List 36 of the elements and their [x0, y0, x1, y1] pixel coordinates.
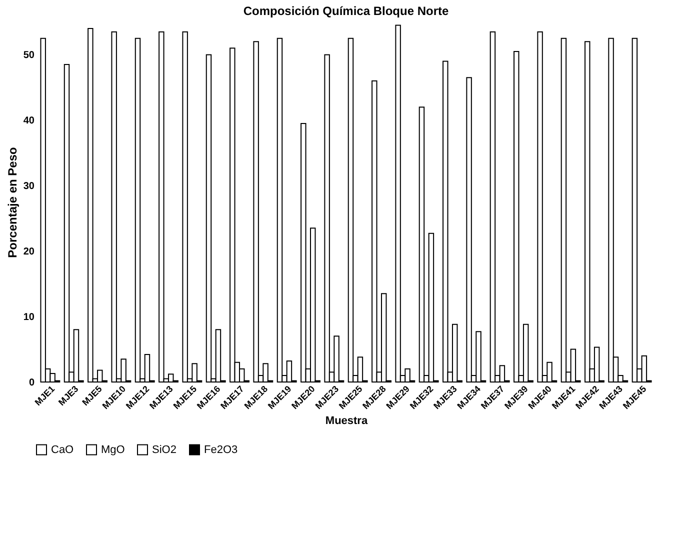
bar	[134, 38, 141, 382]
y-tick-label: 0	[28, 378, 35, 388]
bar	[466, 77, 472, 382]
bar	[418, 106, 425, 382]
legend-label: SiO2	[152, 444, 176, 456]
legend-label: CaO	[51, 444, 74, 456]
bar	[182, 31, 188, 382]
bar	[253, 41, 259, 382]
bar	[158, 31, 164, 382]
y-tick-label: 50	[23, 50, 35, 62]
bar	[632, 38, 638, 382]
y-tick-label: 20	[23, 246, 35, 258]
legend-label: MgO	[101, 444, 126, 456]
bar	[206, 54, 212, 382]
bar	[324, 54, 330, 382]
x-axis-title: Muestra	[325, 415, 368, 428]
bar	[442, 60, 448, 382]
legend-label: Fe2O3	[204, 444, 238, 456]
y-tick-label: 30	[23, 181, 35, 192]
bar	[276, 38, 283, 382]
bar	[395, 24, 401, 382]
bar	[88, 28, 94, 382]
bar	[537, 31, 543, 382]
chart-title: Composición Química Bloque Norte	[243, 4, 449, 18]
bar	[514, 50, 520, 382]
bar	[348, 38, 354, 382]
y-axis-title: Porcentaje en Peso	[5, 147, 20, 258]
bar	[490, 31, 496, 382]
bar	[111, 31, 117, 382]
bar	[372, 80, 378, 382]
bar	[584, 41, 590, 382]
bar	[300, 122, 306, 382]
bar	[64, 64, 70, 382]
y-tick-label: 40	[23, 116, 35, 127]
y-tick-label: 10	[23, 312, 35, 324]
bar	[560, 38, 567, 382]
